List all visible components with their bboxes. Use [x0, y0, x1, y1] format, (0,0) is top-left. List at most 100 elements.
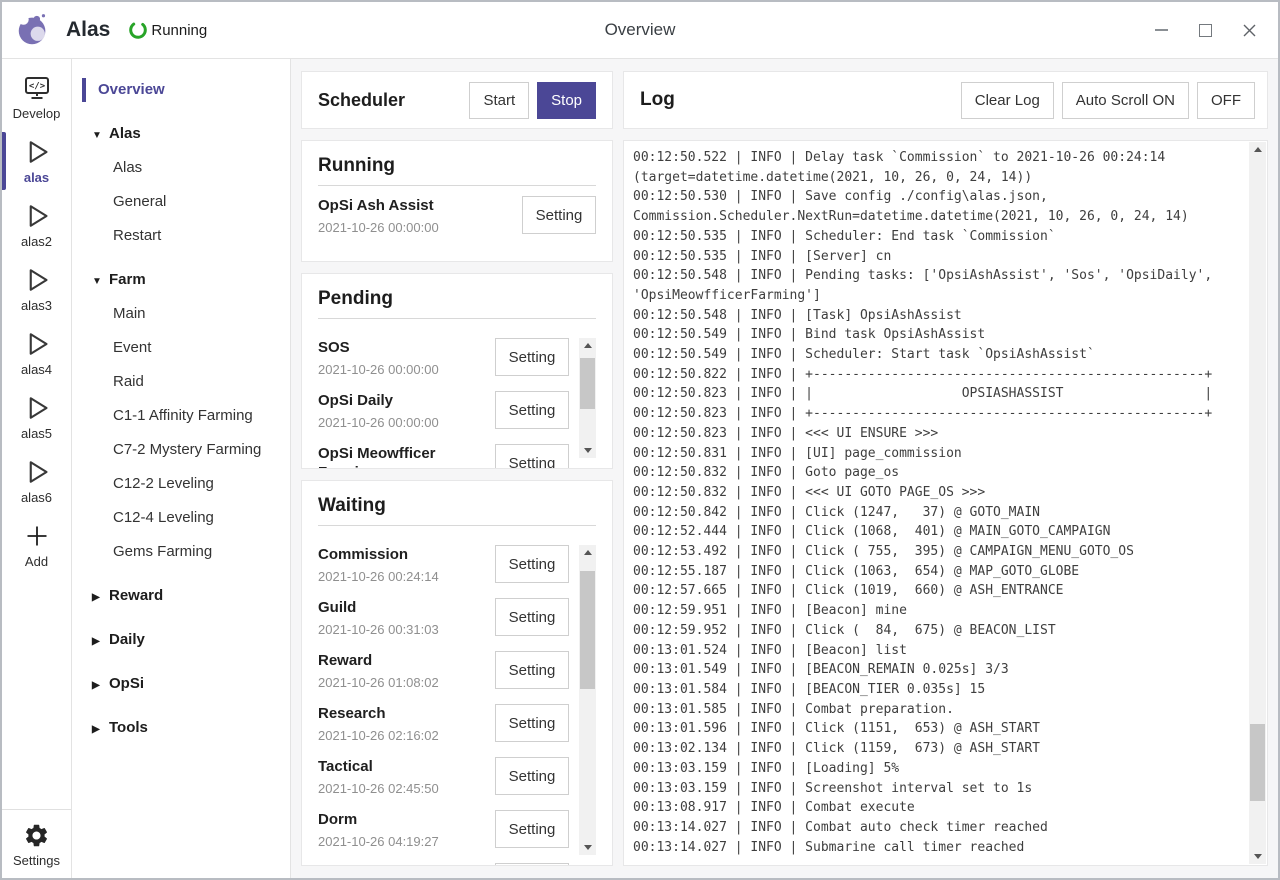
- task-name: Shop: [318, 863, 487, 865]
- scroll-down-button[interactable]: [1249, 849, 1266, 864]
- setting-button[interactable]: Setting: [495, 704, 569, 742]
- scroll-up-button[interactable]: [579, 545, 596, 560]
- nav-item[interactable]: C1-1 Affinity Farming: [72, 399, 290, 433]
- setting-button[interactable]: Setting: [495, 810, 569, 848]
- nav-item-label: Event: [113, 339, 152, 356]
- play-icon: [22, 392, 52, 424]
- rail-item[interactable]: alas3: [2, 257, 71, 321]
- rail-item[interactable]: alas6: [2, 449, 71, 513]
- scheduler-title: Scheduler: [318, 89, 406, 110]
- nav-item[interactable]: ▶ Tools: [72, 711, 290, 745]
- log-line: 00:13:01.524 | INFO | [Beacon] list: [633, 642, 907, 658]
- setting-button[interactable]: Setting: [495, 444, 569, 468]
- log-column: Log Clear Log Auto Scroll ON OFF 00:12:5…: [623, 71, 1268, 866]
- scroll-down-button[interactable]: [579, 840, 596, 855]
- nav-item[interactable]: Overview: [72, 73, 290, 107]
- scrollbar-thumb[interactable]: [580, 358, 595, 409]
- task-row: Guild 2021-10-26 00:31:03 Setting: [318, 598, 569, 642]
- maximize-button[interactable]: [1190, 15, 1220, 45]
- stop-button[interactable]: Stop: [537, 81, 596, 119]
- log-line: 00:12:50.522 | INFO | Delay task `Commis…: [633, 150, 1174, 185]
- setting-button[interactable]: Setting: [495, 863, 569, 865]
- scrollbar-track[interactable]: [579, 353, 596, 443]
- nav-item[interactable]: ▶ Reward: [72, 579, 290, 613]
- divider: [318, 185, 596, 186]
- nav-item-label: Farm: [109, 271, 146, 288]
- rail-item[interactable]: alas: [2, 129, 71, 193]
- nav-item[interactable]: C7-2 Mystery Farming: [72, 433, 290, 467]
- nav-item-label: C12-2 Leveling: [113, 475, 214, 492]
- log-line: 00:12:50.823 | INFO | <<< UI ENSURE >>>: [633, 425, 939, 441]
- setting-button[interactable]: Setting: [495, 391, 569, 429]
- nav-item[interactable]: ▶ Daily: [72, 623, 290, 657]
- scrollbar-track[interactable]: [1249, 157, 1266, 849]
- task-time: 2021-10-26 01:08:02: [318, 675, 439, 690]
- group-arrow-icon: ▼: [92, 276, 102, 287]
- setting-button[interactable]: Setting: [495, 757, 569, 795]
- divider: [318, 525, 596, 526]
- scheduler-column: Scheduler Start Stop Running: [301, 71, 613, 866]
- setting-button[interactable]: Setting: [495, 545, 569, 583]
- log-line: 00:12:59.952 | INFO | Click ( 84, 675) @…: [633, 622, 1056, 638]
- log-line: 00:13:01.596 | INFO | Click (1151, 653) …: [633, 721, 1040, 737]
- nav-item[interactable]: ▼ Farm: [72, 263, 290, 297]
- waiting-card: Waiting Commission 2021-10-26 00:24:14: [301, 480, 613, 866]
- task-row: OpSi Meowfficer Farming 2021-10-26 00:00…: [318, 444, 569, 468]
- setting-button[interactable]: Setting: [495, 598, 569, 636]
- log-line: 00:13:03.159 | INFO | [Loading] 5%: [633, 760, 900, 776]
- log-line: 00:13:02.134 | INFO | Click (1159, 673) …: [633, 741, 1040, 757]
- task-row: Commission 2021-10-26 00:24:14 Setting: [318, 545, 569, 589]
- task-name: Reward: [318, 652, 373, 669]
- rail-item[interactable]: alas4: [2, 321, 71, 385]
- clear-log-button[interactable]: Clear Log: [960, 81, 1054, 119]
- scroll-up-button[interactable]: [579, 338, 596, 353]
- scrollbar-thumb[interactable]: [1250, 724, 1265, 801]
- log-output[interactable]: 00:12:50.522 | INFO | Delay task `Commis…: [633, 148, 1241, 857]
- setting-button[interactable]: Setting: [522, 196, 596, 234]
- group-arrow-icon: ▶: [92, 680, 100, 691]
- play-icon: [22, 136, 52, 168]
- rail-item[interactable]: alas2: [2, 193, 71, 257]
- close-button[interactable]: [1234, 15, 1264, 45]
- nav-item[interactable]: ▼ Alas: [72, 117, 290, 151]
- scroll-down-button[interactable]: [579, 443, 596, 458]
- nav-item[interactable]: Raid: [72, 365, 290, 399]
- scrollbar-track[interactable]: [579, 560, 596, 840]
- nav-item[interactable]: Alas: [72, 151, 290, 185]
- minimize-button[interactable]: [1146, 15, 1176, 45]
- start-button[interactable]: Start: [469, 81, 530, 119]
- play-icon: [22, 328, 52, 360]
- nav-item-label: Restart: [113, 227, 162, 244]
- nav-item[interactable]: Gems Farming: [72, 535, 290, 569]
- rail-item[interactable]: alas5: [2, 385, 71, 449]
- minimize-icon: [1154, 29, 1168, 31]
- rail-item-label: alas: [23, 170, 50, 185]
- task-row: Dorm 2021-10-26 04:19:27 Setting: [318, 810, 569, 854]
- nav-item[interactable]: C12-2 Leveling: [72, 467, 290, 501]
- titlebar: Alas Running Overview: [2, 2, 1278, 59]
- play-icon: [22, 264, 52, 296]
- rail-item[interactable]: Add: [2, 513, 71, 577]
- log-line: 00:12:50.530 | INFO | Save config ./conf…: [633, 189, 1189, 225]
- rail-item[interactable]: </> Develop: [2, 65, 71, 129]
- nav-item[interactable]: ▶ OpSi: [72, 667, 290, 701]
- nav-item[interactable]: Main: [72, 297, 290, 331]
- auto-scroll-off-button[interactable]: OFF: [1197, 81, 1255, 119]
- nav-item-label: OpSi: [109, 675, 145, 692]
- log-line: 00:13:08.917 | INFO | Combat execute: [633, 800, 915, 816]
- nav-item-label: C7-2 Mystery Farming: [113, 441, 262, 458]
- nav-item[interactable]: C12-4 Leveling: [72, 501, 290, 535]
- auto-scroll-on-button[interactable]: Auto Scroll ON: [1061, 81, 1189, 119]
- rail-item-settings[interactable]: Settings: [2, 810, 71, 878]
- log-line: 00:12:50.548 | INFO | Pending tasks: ['O…: [633, 268, 1221, 303]
- instance-list: </> Develop: [2, 65, 71, 577]
- scrollbar-thumb[interactable]: [580, 571, 595, 689]
- nav-item[interactable]: Event: [72, 331, 290, 365]
- scroll-up-button[interactable]: [1249, 142, 1266, 157]
- setting-button[interactable]: Setting: [495, 651, 569, 689]
- nav-item[interactable]: General: [72, 185, 290, 219]
- setting-button[interactable]: Setting: [495, 338, 569, 376]
- log-line: 00:13:01.585 | INFO | Combat preparation…: [633, 701, 954, 717]
- pending-list: SOS 2021-10-26 00:00:00 Setting OpSi Dai…: [318, 338, 569, 468]
- nav-item[interactable]: Restart: [72, 219, 290, 253]
